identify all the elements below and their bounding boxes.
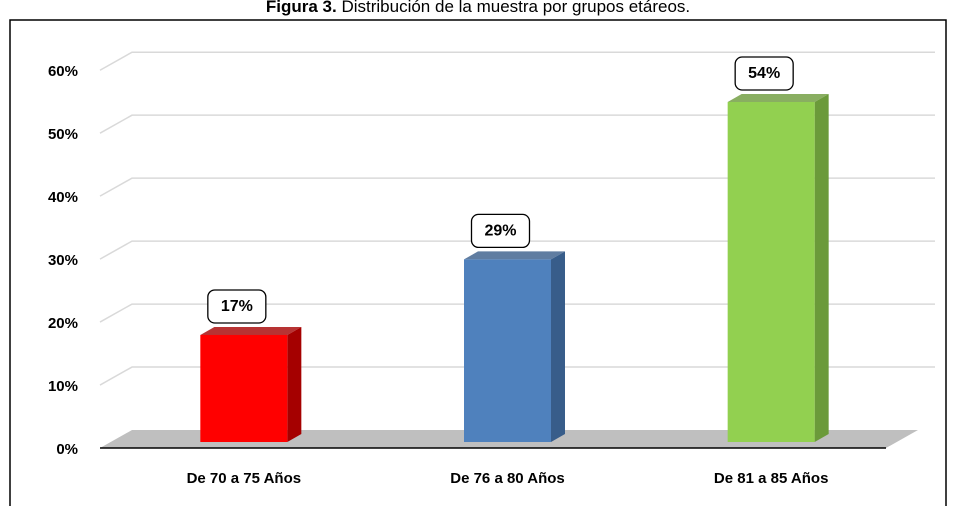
grid-line	[99, 240, 935, 260]
grid-line	[99, 303, 935, 323]
x-tick-label: De 76 a 80 Años	[450, 470, 565, 487]
grid-line	[99, 51, 935, 71]
value-label-box	[207, 289, 267, 324]
bar-side	[287, 326, 302, 442]
chart-title: Figura 3. Distribución de la muestra por…	[266, 0, 690, 16]
value-label: 17%	[221, 298, 253, 315]
value-label: 29%	[484, 223, 516, 240]
grid-line	[99, 366, 935, 386]
value-label-box	[734, 56, 794, 91]
x-tick-label: De 70 a 75 Años	[187, 470, 302, 487]
value-label-box	[470, 213, 531, 249]
grid-line	[99, 177, 935, 197]
y-tick-label: 40%	[48, 189, 78, 206]
bar	[200, 334, 288, 442]
y-tick-label: 10%	[48, 378, 78, 395]
value-label: 54%	[748, 65, 780, 82]
x-tick-label: De 81 a 85 Años	[714, 470, 829, 487]
bar-top	[200, 326, 302, 335]
bar-side	[551, 251, 565, 442]
bar	[727, 102, 815, 442]
chart-frame	[9, 19, 947, 506]
title-text: Distribución de la muestra por grupos et…	[341, 0, 690, 16]
y-tick-label: 30%	[48, 252, 78, 269]
grid-line	[99, 114, 935, 134]
y-tick-label: 0%	[56, 441, 78, 458]
y-tick-label: 50%	[48, 126, 78, 143]
y-tick-label: 60%	[48, 63, 78, 80]
bar	[464, 259, 551, 442]
bar-top	[464, 251, 565, 260]
bar-side	[814, 94, 829, 442]
bar-top	[727, 94, 829, 102]
y-tick-label: 20%	[48, 315, 78, 332]
figure-label: Figura 3.	[266, 0, 337, 16]
